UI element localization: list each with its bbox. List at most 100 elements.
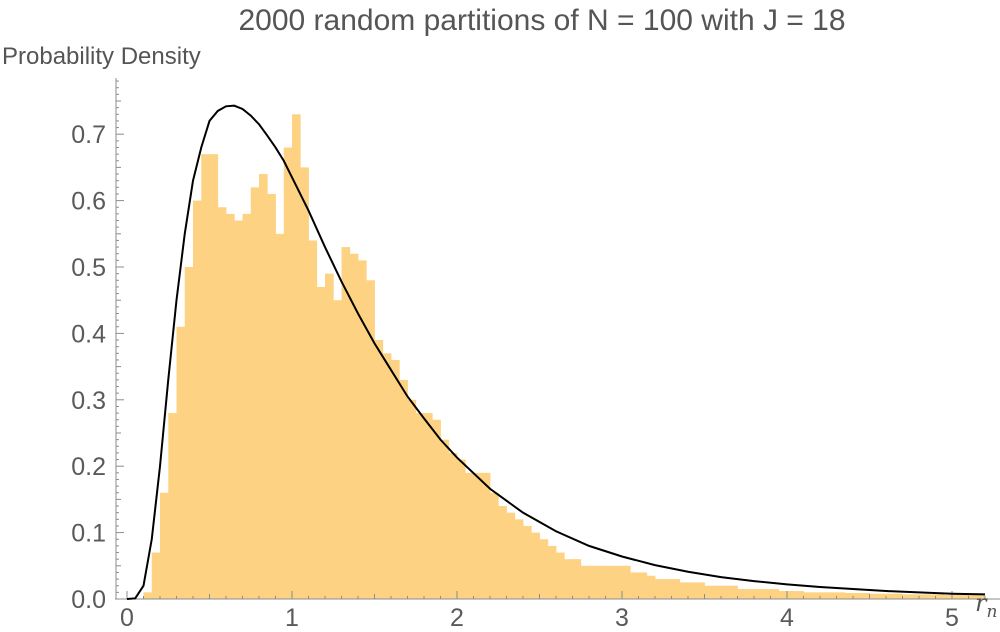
histogram-bar bbox=[193, 200, 202, 599]
histogram-bar bbox=[325, 273, 334, 599]
x-tick-label: 5 bbox=[945, 604, 959, 632]
histogram-bar bbox=[787, 591, 796, 599]
histogram-bar bbox=[803, 592, 813, 599]
histogram-bar bbox=[407, 399, 417, 599]
histogram-bar bbox=[234, 220, 243, 599]
histogram-bar bbox=[316, 286, 326, 599]
histogram-bar bbox=[638, 572, 648, 599]
histogram-bar bbox=[630, 572, 639, 599]
histogram-bar bbox=[391, 359, 400, 599]
histogram-bar bbox=[762, 589, 771, 599]
histogram-bar bbox=[688, 582, 697, 599]
histogram-bar bbox=[424, 413, 433, 599]
chart-title: 2000 random partitions of N = 100 with J… bbox=[238, 4, 845, 37]
histogram-bar bbox=[770, 589, 780, 599]
histogram-bar bbox=[745, 589, 755, 599]
histogram-bar bbox=[366, 280, 375, 599]
axes bbox=[115, 78, 1000, 600]
histogram-bar bbox=[572, 559, 582, 599]
histogram-bar bbox=[836, 592, 846, 599]
histogram-bar bbox=[465, 472, 474, 599]
y-tick-label: 0.7 bbox=[71, 121, 106, 149]
histogram-bar bbox=[729, 585, 738, 599]
x-axis-label: rn bbox=[975, 589, 997, 622]
y-axis-label: Probability Density bbox=[2, 43, 201, 70]
histogram-bar bbox=[160, 492, 169, 599]
histogram-bar bbox=[902, 594, 912, 599]
histogram-bar bbox=[910, 594, 920, 599]
y-tick-label: 0.3 bbox=[71, 387, 106, 415]
density-curve bbox=[126, 104, 986, 600]
histogram-bar bbox=[308, 240, 318, 599]
histogram-bar bbox=[151, 552, 161, 599]
histogram-bar bbox=[894, 593, 903, 599]
histogram-bar bbox=[531, 532, 540, 599]
histogram-bar bbox=[976, 595, 986, 599]
histogram-bar bbox=[869, 593, 879, 599]
histogram-bar bbox=[358, 260, 367, 599]
y-tick-label: 0.6 bbox=[71, 188, 106, 216]
histogram-bar bbox=[498, 506, 507, 599]
histogram-bar bbox=[440, 439, 450, 599]
histogram-bar bbox=[448, 452, 458, 599]
histogram-bar bbox=[704, 585, 714, 599]
histogram-bar bbox=[341, 247, 351, 599]
histogram-bar bbox=[671, 579, 681, 599]
histogram-bar bbox=[564, 559, 573, 599]
histogram-bar bbox=[589, 565, 598, 599]
histogram-bar bbox=[556, 552, 565, 599]
histogram-bar bbox=[514, 519, 524, 599]
histogram-bar bbox=[267, 193, 276, 599]
histogram-bar bbox=[374, 340, 384, 599]
histogram-bar bbox=[275, 233, 285, 600]
histogram-bar bbox=[622, 565, 631, 599]
histogram-bar bbox=[696, 582, 705, 599]
histogram-bar bbox=[597, 565, 606, 599]
histogram-bar bbox=[490, 492, 499, 599]
histogram-bar bbox=[877, 593, 887, 599]
histogram-bar bbox=[663, 579, 672, 599]
histogram-bar bbox=[737, 589, 747, 599]
histogram-bar bbox=[820, 592, 829, 599]
histogram-bar bbox=[811, 592, 821, 599]
histogram-bar bbox=[259, 174, 268, 600]
y-tick-label: 0.4 bbox=[71, 320, 106, 348]
histogram-bar bbox=[300, 167, 309, 599]
x-axis-label-main: r bbox=[975, 589, 988, 617]
histogram-bar bbox=[201, 154, 210, 599]
x-tick-label: 2 bbox=[450, 604, 464, 632]
histogram-bar bbox=[844, 593, 854, 599]
histogram-bar bbox=[473, 472, 483, 599]
histogram-bar bbox=[399, 379, 408, 599]
histogram-bar bbox=[968, 595, 978, 599]
histogram-bar bbox=[754, 589, 763, 599]
histogram-bar bbox=[605, 565, 615, 599]
y-tick-label: 0.2 bbox=[71, 453, 106, 481]
histogram-bar bbox=[415, 413, 425, 599]
histogram-bar bbox=[283, 147, 293, 600]
histogram-bar bbox=[209, 154, 219, 599]
histogram-bar bbox=[919, 594, 928, 599]
x-tick-label: 3 bbox=[615, 604, 629, 632]
histogram-bar bbox=[613, 565, 623, 599]
x-tick-label: 0 bbox=[120, 604, 134, 632]
histogram-bar bbox=[861, 593, 870, 599]
histogram-bar bbox=[927, 594, 936, 599]
histogram-bar bbox=[184, 267, 194, 599]
histogram-bar bbox=[712, 585, 722, 599]
histogram-bar bbox=[943, 595, 953, 599]
histogram-bar bbox=[506, 512, 516, 599]
x-tick-label: 4 bbox=[780, 604, 794, 632]
tick-labels: 0 1 2 3 4 5 0.0 0.1 0.2 0.3 0.4 0.5 0.6 0.7 bbox=[71, 121, 959, 632]
histogram-bar bbox=[382, 353, 392, 599]
y-tick-label: 0.1 bbox=[71, 520, 106, 548]
histogram-bar bbox=[242, 213, 252, 599]
y-tick-label: 0.0 bbox=[71, 586, 106, 614]
x-axis-label-subscript: n bbox=[986, 602, 997, 622]
histogram-bar bbox=[853, 593, 862, 599]
histogram-bar bbox=[886, 593, 895, 599]
histogram-bar bbox=[952, 595, 961, 599]
histogram-bar bbox=[721, 585, 730, 599]
histogram-bar bbox=[547, 545, 557, 599]
